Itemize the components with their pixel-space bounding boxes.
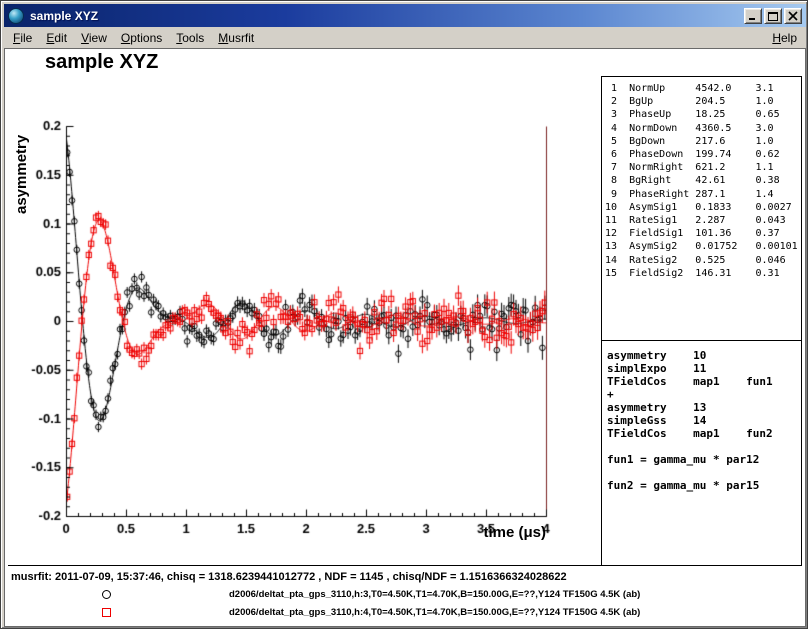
legend-row: d2006/deltat_pta_gps_3110,h:4,T0=4.50K,T… — [1, 604, 807, 622]
separator — [8, 565, 802, 566]
plot-title: sample XYZ — [45, 51, 159, 73]
parameter-row: 12 FieldSig1 101.36 0.37 — [605, 228, 780, 240]
theory-line — [607, 440, 796, 453]
close-button[interactable] — [784, 7, 802, 24]
minimize-icon — [748, 11, 758, 21]
parameter-row: 10 AsymSig1 0.1833 0.0027 — [605, 201, 792, 213]
close-icon — [788, 10, 798, 21]
parameter-row: 2 BgUp 204.5 1.0 — [605, 96, 774, 108]
menu-item-musrfit[interactable]: Musrfit — [218, 30, 255, 45]
x-axis-title: time (μs) — [483, 524, 546, 541]
theory-box: asymmetry 10 simplExpo 11 TFieldCos map1 f… — [601, 341, 802, 566]
parameter-row: 5 BgDown 217.6 1.0 — [605, 135, 774, 147]
status-line: musrfit: 2011-07-09, 15:37:46, chisq = 1… — [11, 571, 567, 583]
theory-line: simplExpo 11 — [607, 362, 707, 375]
legend-label: d2006/deltat_pta_gps_3110,h:4,T0=4.50K,T… — [229, 607, 641, 618]
plot-canvas[interactable] — [9, 49, 601, 555]
legend-label: d2006/deltat_pta_gps_3110,h:3,T0=4.50K,T… — [229, 589, 641, 600]
theory-line — [607, 466, 796, 479]
parameter-row: 1 NormUp 4542.0 3.1 — [605, 83, 774, 94]
maximize-button[interactable] — [764, 7, 782, 24]
menu-item-options[interactable]: Options — [120, 30, 163, 45]
parameter-row: 13 AsymSig2 0.01752 0.00101 — [605, 241, 798, 253]
menubar-left: File Edit View Options Tools Musrfit — [6, 28, 261, 48]
parameter-box: 1 NormUp 4542.0 3.1 2 BgUp 204.5 1.0 3 P… — [601, 76, 802, 341]
parameter-list: 1 NormUp 4542.0 3.1 2 BgUp 204.5 1.0 3 P… — [602, 77, 801, 285]
theory-line: asymmetry 10 — [607, 349, 707, 362]
titlebar[interactable]: sample XYZ — [4, 4, 806, 27]
legend-circle-marker-icon — [102, 590, 111, 599]
theory-line: fun2 = gamma_mu * par15 — [607, 479, 760, 492]
legend-row: d2006/deltat_pta_gps_3110,h:3,T0=4.50K,T… — [1, 586, 807, 604]
parameter-row: 8 BgRight 42.61 0.38 — [605, 175, 780, 187]
theory-line: simpleGss 14 — [607, 414, 707, 427]
menu-item-tools[interactable]: Tools — [176, 30, 205, 45]
parameter-row: 11 RateSig1 2.287 0.043 — [605, 215, 786, 227]
menubar: File Edit View Options Tools Musrfit Help — [4, 27, 806, 48]
maximize-icon — [768, 11, 778, 21]
menu-item-file[interactable]: File — [13, 30, 33, 45]
app-icon[interactable] — [8, 7, 24, 24]
theory-line: asymmetry 13 — [607, 401, 707, 414]
parameter-row: 15 FieldSig2 146.31 0.31 — [605, 267, 780, 279]
parameter-row: 3 PhaseUp 18.25 0.65 — [605, 109, 780, 121]
theory-line: TFieldCos map1 fun1 — [607, 375, 773, 388]
theory-block: asymmetry 10 simplExpo 11 TFieldCos map1 f… — [602, 341, 801, 500]
theory-line: fun1 = gamma_mu * par12 — [607, 453, 760, 466]
theory-line: TFieldCos map1 fun2 — [607, 427, 773, 440]
menu-item-edit[interactable]: Edit — [46, 30, 68, 45]
menubar-right: Help — [765, 28, 804, 48]
minimize-button[interactable] — [744, 7, 762, 24]
legend-square-marker-icon — [102, 608, 111, 617]
menu-item-view[interactable]: View — [81, 30, 107, 45]
parameter-row: 4 NormDown 4360.5 3.0 — [605, 122, 774, 134]
y-axis-title: asymmetry — [13, 134, 30, 214]
parameter-row: 9 PhaseRight 287.1 1.4 — [605, 188, 774, 200]
window-title: sample XYZ — [30, 8, 99, 23]
window-controls — [744, 7, 802, 24]
plot-legend: d2006/deltat_pta_gps_3110,h:3,T0=4.50K,T… — [1, 586, 807, 622]
theory-line: + — [607, 388, 614, 401]
parameter-row: 7 NormRight 621.2 1.1 — [605, 162, 774, 174]
parameter-row: 14 RateSig2 0.525 0.046 — [605, 254, 786, 266]
parameter-row: 6 PhaseDown 199.74 0.62 — [605, 149, 780, 161]
menu-item-help[interactable]: Help — [772, 30, 797, 45]
